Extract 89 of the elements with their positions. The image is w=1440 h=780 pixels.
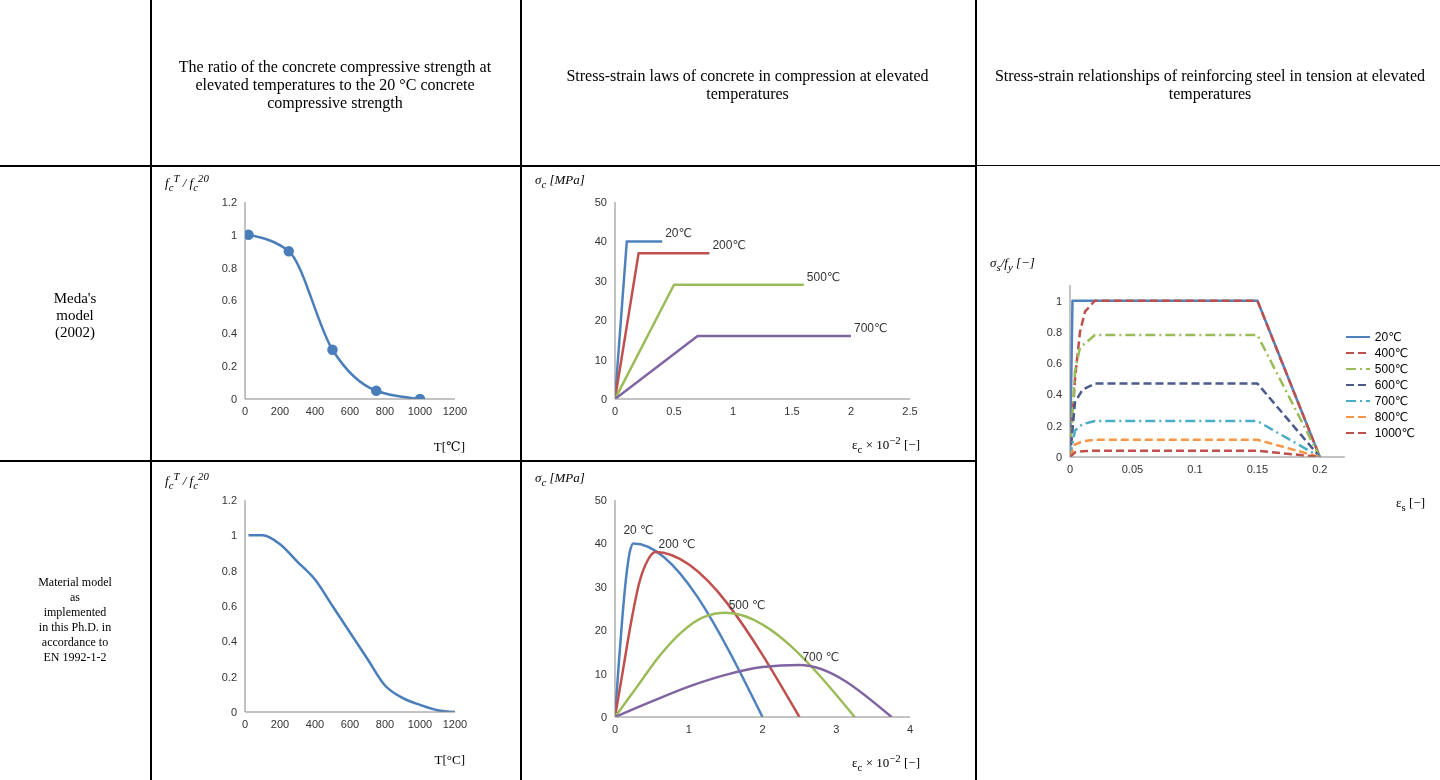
x-tick-label: 0 <box>241 717 249 730</box>
legend-label: 600℃ <box>1374 377 1409 393</box>
x-axis-title: ε$_{s}$ [−] <box>1396 495 1425 513</box>
y-tick-label: 30 <box>594 274 607 287</box>
y-tick-label: 20 <box>594 314 607 327</box>
y-tick-label: 0.2 <box>221 670 237 683</box>
series-label: 700℃ <box>854 320 888 335</box>
x-tick-label: 1 <box>685 722 692 735</box>
y-tick-label: 0.6 <box>221 294 237 307</box>
x-axis-title: T[℃] <box>433 439 465 455</box>
y-tick-label: 0.6 <box>221 599 237 612</box>
legend-label: 800℃ <box>1374 409 1409 425</box>
y-tick-label: 0.8 <box>1046 325 1062 338</box>
y-tick-label: 0.6 <box>1046 357 1062 370</box>
x-axis-title: ε$_{c}$ × 10$^{−2}$ [−] <box>852 752 920 773</box>
text: Meda's model (2002) <box>52 288 98 342</box>
y-tick-label: 1.2 <box>221 195 237 208</box>
series-label: 20℃ <box>665 226 693 241</box>
x-tick-label: 200 <box>270 717 290 730</box>
y-tick-label: 0.2 <box>221 360 237 373</box>
x-axis-title: ε$_{c}$ × 10$^{−2}$ [−] <box>852 434 920 455</box>
x-tick-label: 1200 <box>442 717 468 730</box>
x-tick-label: 800 <box>375 717 395 730</box>
text: Material model as implemented in this Ph.D. in accordance to EN 1992-1-2 <box>37 574 113 666</box>
series-label: 200 ℃ <box>658 537 696 552</box>
y-axis-title: σ$_{c}$ [MPa] <box>535 172 585 190</box>
x-tick-label: 0.1 <box>1187 462 1203 475</box>
x-tick-label: 0.5 <box>666 404 682 417</box>
x-tick-label: 0.15 <box>1246 462 1269 475</box>
x-tick-label: 2.5 <box>902 404 918 417</box>
series-label: 500 ℃ <box>728 597 766 612</box>
y-tick-label: 0.8 <box>221 261 237 274</box>
series-label: 20 ℃ <box>623 523 654 538</box>
y-tick-label: 1 <box>230 529 237 542</box>
y-tick-label: 1 <box>1055 294 1062 307</box>
x-tick-label: 800 <box>375 404 395 417</box>
y-tick-label: 0.4 <box>1046 388 1062 401</box>
legend-label: 700℃ <box>1374 393 1409 409</box>
y-axis-title: σ$_{c}$ [MPa] <box>535 470 585 488</box>
x-tick-label: 200 <box>270 404 290 417</box>
x-tick-label: 0 <box>1066 462 1074 475</box>
legend-label: 400℃ <box>1374 345 1409 361</box>
series-label: 700 ℃ <box>802 649 840 664</box>
y-axis-title: σ$_{s}$/f$_{y}$ [−] <box>990 255 1035 273</box>
text: Stress-strain relationships of reinforcing steel in tension at elevated temperatures <box>993 66 1427 105</box>
legend-label: 20℃ <box>1374 329 1402 345</box>
y-tick-label: 0 <box>230 392 237 405</box>
x-tick-label: 1000 <box>407 404 433 417</box>
series-label: 200℃ <box>712 238 746 253</box>
x-tick-label: 0 <box>611 404 619 417</box>
y-tick-label: 1.2 <box>221 493 237 506</box>
y-tick-label: 30 <box>594 580 607 593</box>
y-tick-label: 10 <box>594 353 607 366</box>
text: Stress-strain laws of concrete in compression at elevated temperatures <box>565 66 930 105</box>
x-tick-label: 400 <box>305 404 325 417</box>
y-tick-label: 40 <box>594 235 607 248</box>
y-tick-label: 0.4 <box>221 635 237 648</box>
x-tick-label: 2 <box>847 404 855 417</box>
x-tick-label: 1.5 <box>784 404 800 417</box>
y-tick-label: 0.4 <box>221 327 237 340</box>
y-tick-label: 0.2 <box>1046 419 1062 432</box>
y-tick-label: 20 <box>594 624 607 637</box>
text: The ratio of the concrete compressive strength at elevated temperatures to the 20 °C concrete compressive strength <box>177 57 493 114</box>
x-tick-label: 0.05 <box>1121 462 1144 475</box>
y-tick-label: 0.8 <box>221 564 237 577</box>
y-tick-label: 1 <box>230 228 237 241</box>
legend-label: 500℃ <box>1374 361 1409 377</box>
x-tick-label: 0 <box>611 722 619 735</box>
y-tick-label: 50 <box>594 195 607 208</box>
y-tick-label: 0 <box>1055 450 1062 463</box>
x-tick-label: 2 <box>759 722 766 735</box>
y-tick-label: 0 <box>600 392 607 405</box>
y-tick-label: 40 <box>594 537 607 550</box>
y-tick-label: 50 <box>594 493 607 506</box>
x-tick-label: 3 <box>833 722 840 735</box>
x-tick-label: 0 <box>241 404 249 417</box>
x-tick-label: 1000 <box>407 717 433 730</box>
x-tick-label: 0.2 <box>1312 462 1328 475</box>
x-tick-label: 600 <box>340 404 360 417</box>
legend-label: 1000℃ <box>1374 425 1415 441</box>
x-tick-label: 400 <box>305 717 325 730</box>
y-tick-label: 0 <box>230 705 237 718</box>
x-tick-label: 4 <box>906 722 914 735</box>
series-label: 500℃ <box>806 269 841 284</box>
y-tick-label: 10 <box>594 667 607 680</box>
x-tick-label: 1 <box>729 404 737 417</box>
x-axis-title: T[°C] <box>434 752 465 768</box>
x-tick-label: 600 <box>340 717 360 730</box>
x-tick-label: 1200 <box>442 404 468 417</box>
